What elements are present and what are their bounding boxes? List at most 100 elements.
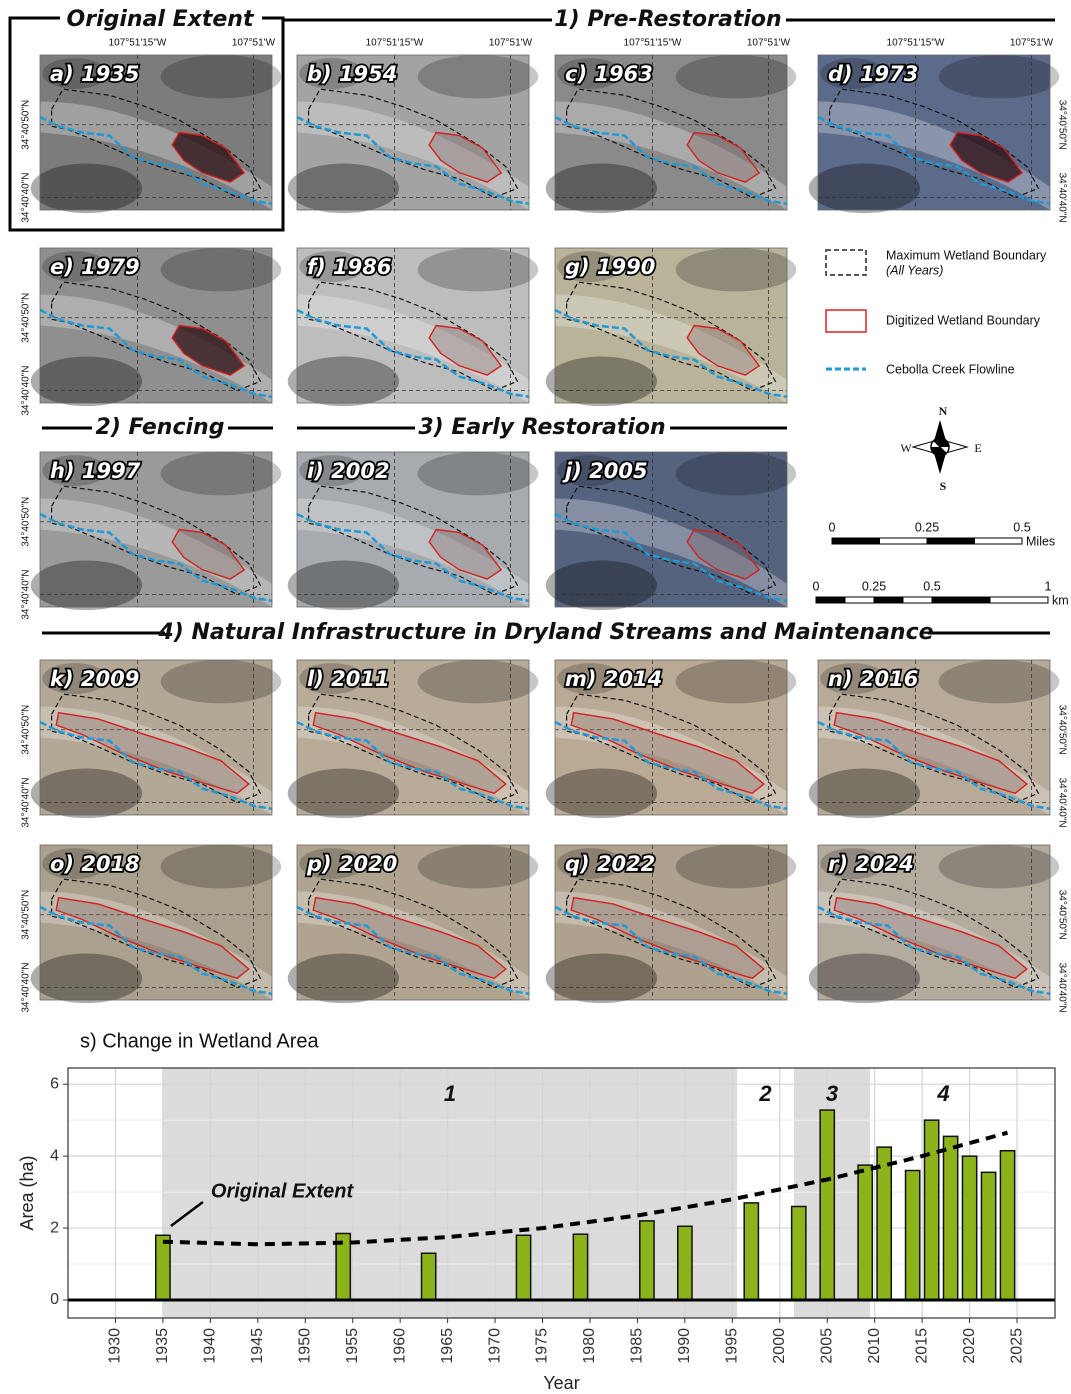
panel-label: o) 2018 bbox=[50, 852, 140, 876]
y-tick-label: 0 bbox=[50, 1291, 59, 1308]
y-tick-label: 2 bbox=[50, 1219, 59, 1236]
panel-label: f) 1986 bbox=[307, 255, 392, 279]
x-tick-label: 2010 bbox=[866, 1328, 883, 1364]
longitude-label: 107°51'15"W bbox=[366, 38, 424, 49]
x-tick-label: 1995 bbox=[724, 1328, 741, 1364]
forest bbox=[939, 660, 1060, 703]
legend-flowline: Cebolla Creek Flowline bbox=[886, 362, 1015, 376]
scale-segment bbox=[874, 597, 903, 603]
forest bbox=[288, 357, 399, 407]
x-tick-label: 2025 bbox=[1008, 1328, 1025, 1364]
forest bbox=[809, 954, 920, 1004]
forest bbox=[418, 55, 539, 98]
compass-n: N bbox=[939, 404, 948, 418]
scale-segment bbox=[903, 597, 932, 603]
forest bbox=[288, 164, 399, 214]
latitude-label: 34°40'50"N bbox=[21, 100, 32, 150]
scale-segment bbox=[880, 538, 928, 544]
forest bbox=[809, 769, 920, 819]
x-tick-label: 1965 bbox=[439, 1328, 456, 1364]
longitude-label: 107°51'15"W bbox=[624, 38, 682, 49]
x-tick-label: 1930 bbox=[107, 1328, 124, 1364]
x-tick-label: 1960 bbox=[391, 1328, 408, 1364]
forest bbox=[288, 954, 399, 1004]
header-early: 3) Early Restoration bbox=[418, 415, 665, 440]
map-panel: r) 2024 34°40'50"N 34°40'40"N bbox=[809, 845, 1068, 1013]
bar bbox=[640, 1221, 654, 1300]
forest bbox=[31, 164, 142, 214]
panel-label: m) 2014 bbox=[565, 667, 662, 691]
map-panel: f) 1986 bbox=[288, 248, 539, 406]
scale-unit: km bbox=[1052, 593, 1069, 607]
y-tick-label: 6 bbox=[50, 1075, 59, 1092]
header-pre: 1) Pre-Restoration bbox=[554, 7, 781, 32]
figure: Original Extent 1) Pre-Restoration 2) Fe… bbox=[0, 0, 1071, 1394]
area-chart: s) Change in Wetland Area1234Original Ex… bbox=[17, 1030, 1055, 1392]
x-tick-label: 1970 bbox=[486, 1328, 503, 1364]
x-tick-label: 2000 bbox=[771, 1328, 788, 1364]
forest bbox=[161, 55, 282, 98]
forest bbox=[546, 561, 657, 611]
longitude-label: 107°51'15"W bbox=[887, 38, 945, 49]
forest bbox=[418, 248, 539, 291]
scale-bars: 00.250.5Miles00.250.51km bbox=[813, 520, 1069, 607]
map-panel: q) 2022 bbox=[546, 845, 797, 1003]
scale-label: 0 bbox=[829, 520, 836, 534]
map-panel: l) 2011 bbox=[288, 660, 539, 818]
legend-max: Maximum Wetland Boundary bbox=[886, 248, 1047, 262]
latitude-label: 34°40'50"N bbox=[1056, 100, 1067, 150]
map-panels: a) 1935107°51'15"W107°51'W34°40'50"N34°4… bbox=[21, 38, 1068, 1013]
forest bbox=[676, 845, 797, 888]
map-panel: p) 2020 bbox=[288, 845, 539, 1003]
latitude-label: 34°40'50"N bbox=[1056, 705, 1067, 755]
bar bbox=[906, 1171, 920, 1300]
panel-label: r) 2024 bbox=[828, 852, 914, 876]
forest bbox=[676, 55, 797, 98]
phase-label: 3 bbox=[826, 1081, 838, 1106]
bar bbox=[744, 1203, 758, 1300]
latitude-label: 34°40'40"N bbox=[21, 963, 32, 1013]
latitude-label: 34°40'40"N bbox=[1056, 963, 1067, 1013]
header-original: Original Extent bbox=[67, 7, 255, 32]
scale-label: 1 bbox=[1045, 579, 1052, 593]
forest bbox=[939, 845, 1060, 888]
latitude-label: 34°40'40"N bbox=[21, 778, 32, 828]
longitude-label: 107°51'W bbox=[489, 38, 533, 49]
panel-label: q) 2022 bbox=[565, 852, 655, 876]
compass-w: W bbox=[900, 441, 912, 455]
scale-label: 0.5 bbox=[923, 579, 940, 593]
forest bbox=[288, 769, 399, 819]
compass-s: S bbox=[940, 479, 947, 493]
map-panel: e) 197934°40'50"N34°40'40"N bbox=[21, 248, 282, 416]
legend-swatch-digitized bbox=[826, 310, 866, 332]
panel-label: n) 2016 bbox=[828, 667, 918, 691]
legend-swatch-max bbox=[826, 250, 866, 275]
x-tick-label: 1980 bbox=[581, 1328, 598, 1364]
forest bbox=[546, 769, 657, 819]
latitude-label: 34°40'40"N bbox=[21, 173, 32, 223]
panel-label: c) 1963 bbox=[565, 62, 653, 86]
forest bbox=[418, 660, 539, 703]
bar bbox=[792, 1206, 806, 1300]
forest bbox=[31, 954, 142, 1004]
latitude-label: 34°40'40"N bbox=[21, 570, 32, 620]
x-tick-label: 1940 bbox=[202, 1328, 219, 1364]
forest bbox=[31, 769, 142, 819]
panel-label: i) 2002 bbox=[307, 459, 390, 483]
scale-segment bbox=[832, 538, 880, 544]
forest bbox=[546, 164, 657, 214]
x-tick-label: 2015 bbox=[913, 1328, 930, 1364]
scale-segment bbox=[816, 597, 845, 603]
map-panel: d) 1973107°51'15"W107°51'W34°40'50"N34°4… bbox=[809, 38, 1068, 223]
bar bbox=[858, 1165, 872, 1300]
latitude-label: 34°40'50"N bbox=[1056, 890, 1067, 940]
forest bbox=[288, 561, 399, 611]
x-tick-label: 1985 bbox=[629, 1328, 646, 1364]
scale-label: 0.5 bbox=[1013, 520, 1030, 534]
latitude-label: 34°40'40"N bbox=[21, 366, 32, 416]
forest bbox=[161, 660, 282, 703]
